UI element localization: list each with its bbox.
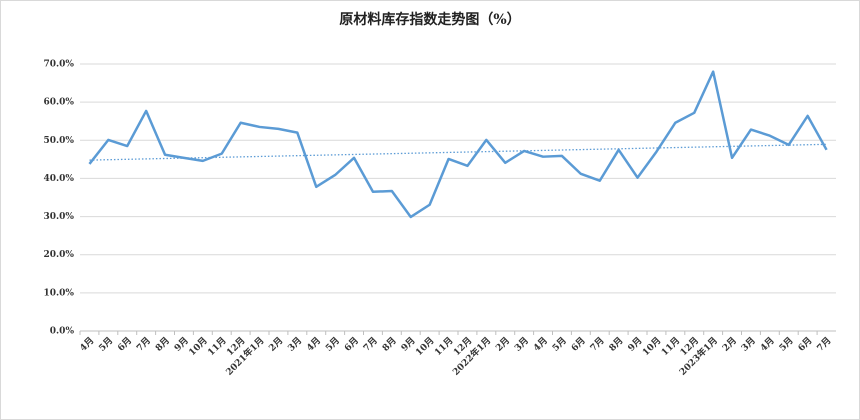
y-tick-label: 70.0% [44, 60, 75, 70]
y-tick-label: 10.0% [44, 288, 75, 298]
y-tick-label: 30.0% [44, 212, 75, 222]
y-tick-label: 50.0% [44, 136, 75, 146]
y-tick-label: 20.0% [44, 250, 75, 260]
data-line [88, 70, 828, 219]
chart-title: 原材料库存指数走势图（%） [339, 11, 520, 28]
y-tick-label: 0.0% [50, 327, 75, 337]
y-tick-label: 40.0% [44, 174, 75, 184]
y-tick-label: 60.0% [44, 98, 75, 108]
